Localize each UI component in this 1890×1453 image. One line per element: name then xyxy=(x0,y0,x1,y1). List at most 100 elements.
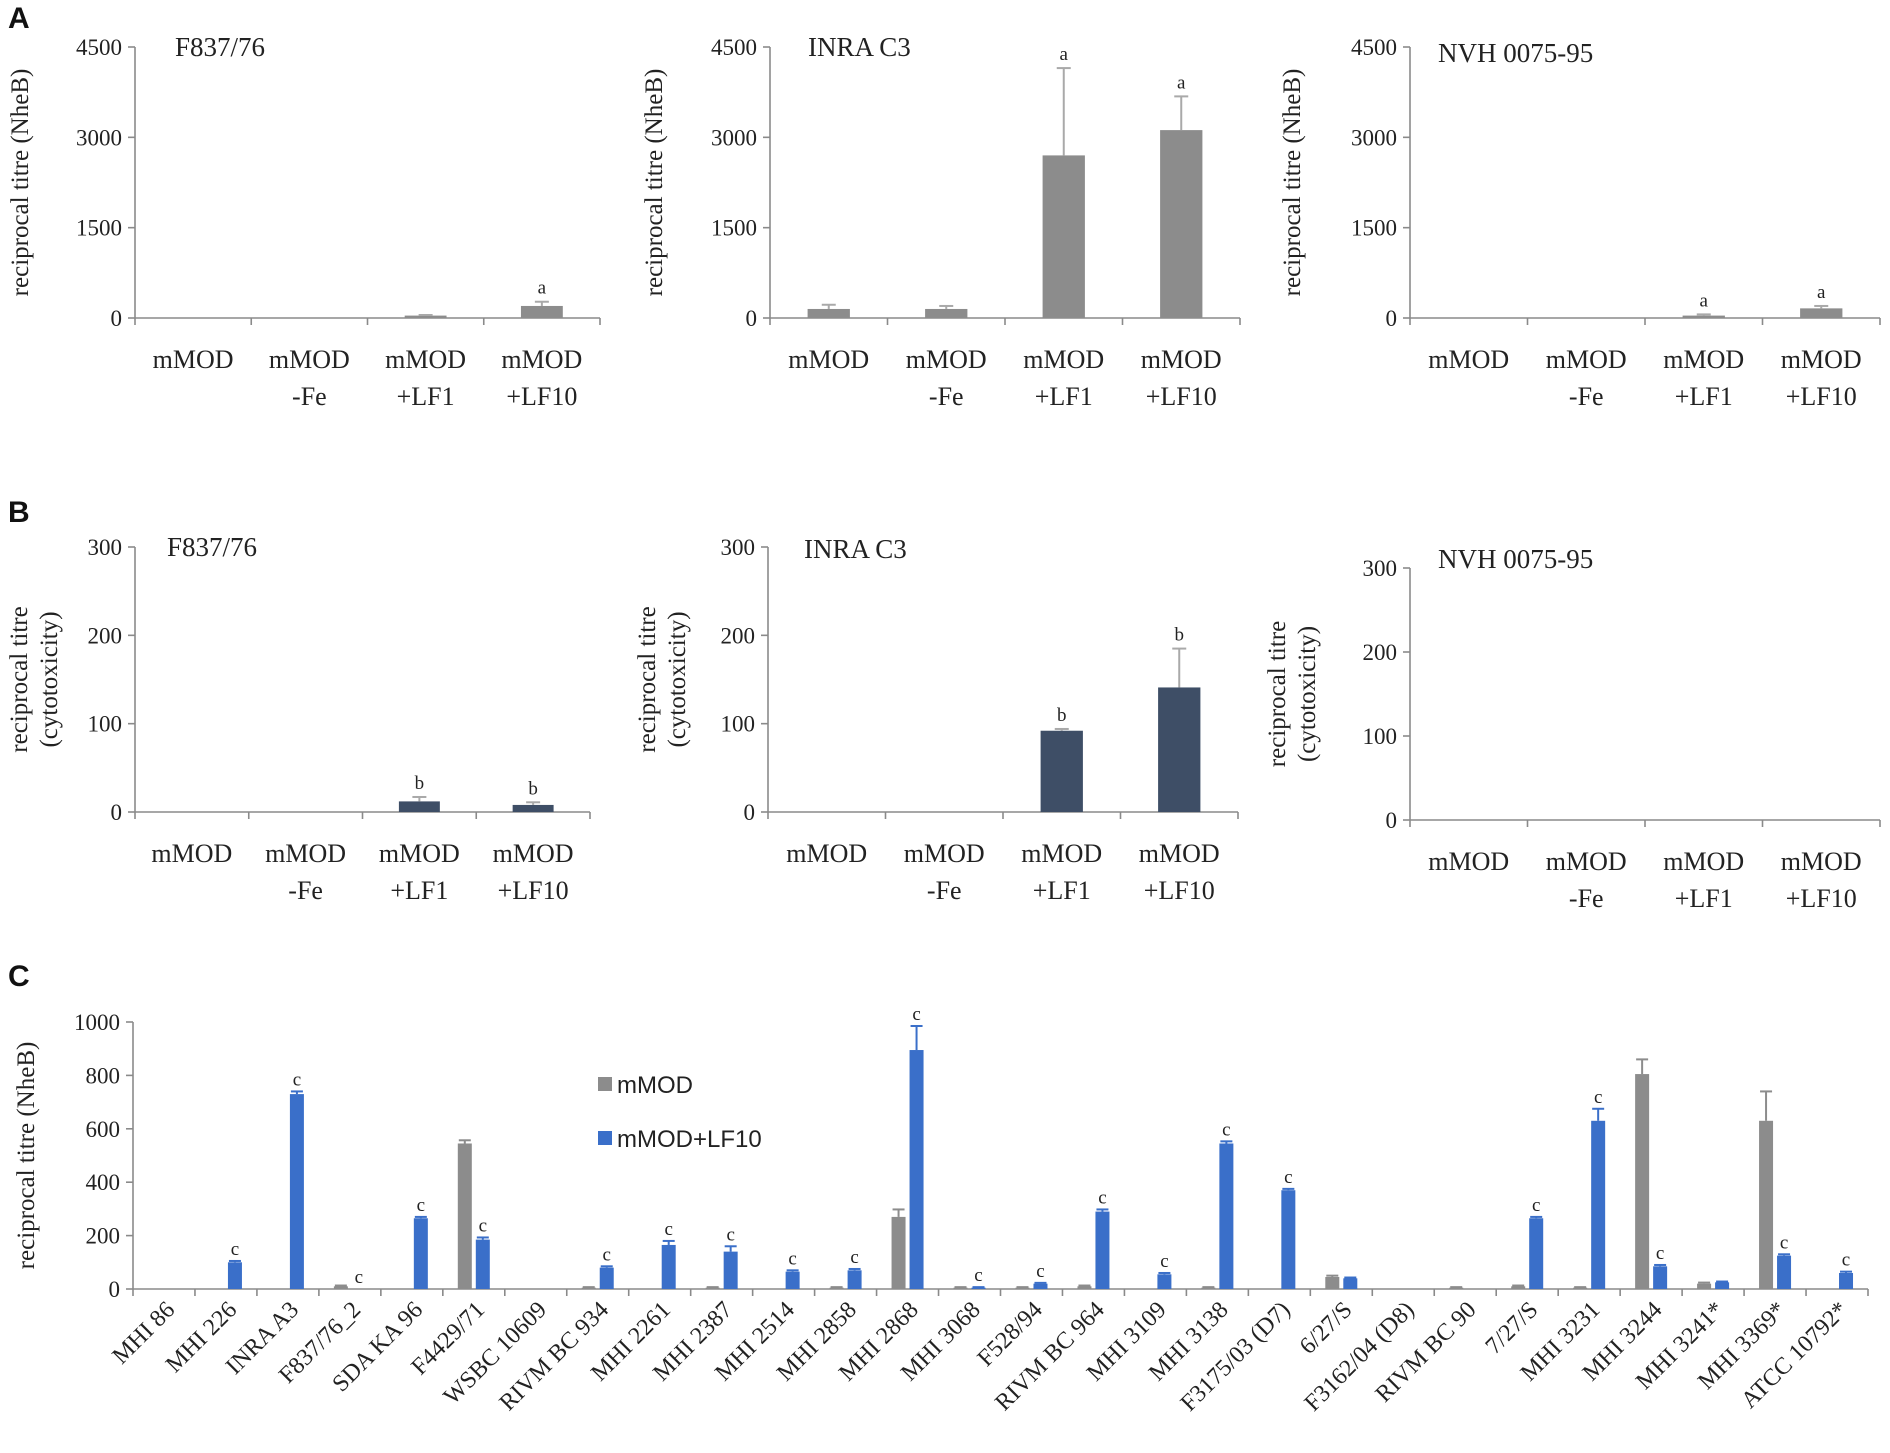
bar-mMOD xyxy=(1201,1287,1216,1289)
category-label: mMOD xyxy=(1546,847,1627,876)
bar-mMOD+LF10 xyxy=(475,1239,490,1289)
bar-mMOD xyxy=(1759,1120,1774,1289)
y-tick-label: 200 xyxy=(721,623,756,648)
category-label: mMOD xyxy=(265,839,346,868)
bar-mMOD+LF10 xyxy=(971,1287,986,1289)
strain-title: F837/76 xyxy=(175,32,265,62)
bar xyxy=(925,308,968,318)
category-label: F3162/04 (D8) xyxy=(1300,1297,1420,1417)
y-axis-label: reciprocal titre (NheB) xyxy=(641,69,668,297)
bar xyxy=(1160,130,1203,318)
significance-letter: a xyxy=(1177,72,1186,93)
category-label: mMOD xyxy=(906,345,987,374)
legend-label: mMOD xyxy=(617,1072,693,1099)
panel-5: INRA C3 0 100 200 300 reciprocal titre (cytoto… xyxy=(634,534,1239,905)
y-tick-label: 300 xyxy=(721,535,756,560)
bar-mMOD+LF10 xyxy=(1715,1282,1730,1289)
y-axis-label: reciprocal titre xyxy=(6,606,33,752)
category-label: mMOD xyxy=(151,839,232,868)
bar-mMOD+LF10 xyxy=(909,1050,924,1289)
bar-mMOD xyxy=(1511,1286,1526,1289)
bar-mMOD+LF10 xyxy=(1653,1266,1668,1289)
legend-swatch xyxy=(598,1131,612,1145)
panel-letter: C xyxy=(8,960,30,993)
category-label: +LF10 xyxy=(498,876,569,905)
bar-mMOD xyxy=(333,1286,348,1289)
panel-c: C 0 200 400 600 800 1000 reciprocal titre (NheB… xyxy=(8,960,1869,1417)
bar-mMOD xyxy=(953,1287,968,1289)
y-tick-label: 4500 xyxy=(76,35,122,60)
significance-letter: c xyxy=(850,1247,858,1268)
category-label: mMOD xyxy=(1139,839,1220,868)
bar-mMOD xyxy=(581,1287,596,1289)
category-label: mMOD xyxy=(153,345,234,374)
category-label: mMOD xyxy=(269,345,350,374)
y-tick-label: 0 xyxy=(1386,306,1398,331)
legend-label: mMOD+LF10 xyxy=(617,1126,762,1153)
bar xyxy=(398,801,440,812)
y-tick-label: 0 xyxy=(744,800,756,825)
y-tick-label: 300 xyxy=(88,535,123,560)
y-tick-label: 0 xyxy=(1386,808,1398,833)
bar xyxy=(1042,155,1085,318)
significance-letter: c xyxy=(1284,1167,1292,1188)
panel-1: A F837/76 0 1500 3000 4500 reciprocal titre (N… xyxy=(7,2,601,411)
bar-mMOD+LF10 xyxy=(1281,1190,1296,1289)
significance-letter: c xyxy=(1594,1087,1602,1108)
panel-letter: B xyxy=(8,496,30,529)
category-label: -Fe xyxy=(927,876,962,905)
bar-mMOD+LF10 xyxy=(1591,1120,1606,1289)
category-label: mMOD xyxy=(379,839,460,868)
y-tick-label: 0 xyxy=(111,800,123,825)
y-tick-label: 1500 xyxy=(76,216,122,241)
category-label: ATCC 10792* xyxy=(1736,1297,1853,1414)
y-axis-label: reciprocal titre xyxy=(1264,621,1291,767)
y-tick-label: 3000 xyxy=(711,125,757,150)
bar xyxy=(1158,687,1201,812)
category-label: mMOD xyxy=(1141,345,1222,374)
category-label: RIVM BC 964 xyxy=(990,1297,1109,1416)
category-label: RIVM BC 934 xyxy=(495,1297,614,1416)
y-tick-label: 300 xyxy=(1363,556,1398,581)
significance-letter: c xyxy=(664,1219,672,1240)
y-axis-label: (cytotoxicity) xyxy=(36,611,63,747)
y-tick-label: 200 xyxy=(86,1224,121,1249)
category-label: +LF1 xyxy=(390,876,448,905)
category-label: mMOD xyxy=(904,839,985,868)
category-label: mMOD xyxy=(1663,847,1744,876)
bar-mMOD+LF10 xyxy=(785,1271,800,1289)
category-label: -Fe xyxy=(288,876,323,905)
category-label: +LF10 xyxy=(1786,382,1857,411)
y-tick-label: 4500 xyxy=(1351,35,1397,60)
panel-4: B F837/76 0 100 200 300 reciprocal titre (cytot… xyxy=(6,496,591,905)
bar-mMOD xyxy=(1697,1283,1712,1289)
bar-mMOD+LF10 xyxy=(1157,1274,1172,1289)
y-tick-label: 200 xyxy=(1363,640,1398,665)
y-tick-label: 100 xyxy=(721,712,756,737)
y-tick-label: 800 xyxy=(86,1063,121,1088)
category-label: -Fe xyxy=(929,382,964,411)
panel-6: NVH 0075-95 0 100 200 300 reciprocal titre (cy… xyxy=(1264,544,1881,913)
y-tick-label: 200 xyxy=(88,623,123,648)
bar xyxy=(1040,730,1083,812)
bar-mMOD xyxy=(1077,1286,1092,1289)
bar xyxy=(807,308,850,318)
panel-letter: A xyxy=(8,2,30,35)
category-label: mMOD xyxy=(1663,345,1744,374)
bar xyxy=(1682,315,1725,318)
category-label: mMOD xyxy=(1428,847,1509,876)
bar xyxy=(404,315,447,318)
y-axis-label: reciprocal titre (NheB) xyxy=(1279,69,1306,297)
significance-letter: c xyxy=(479,1215,487,1236)
y-axis-label: (cytotoxicity) xyxy=(664,611,691,747)
category-label: -Fe xyxy=(292,382,327,411)
category-label: mMOD xyxy=(385,345,466,374)
category-label: +LF10 xyxy=(1144,876,1215,905)
category-label: -Fe xyxy=(1569,382,1604,411)
category-label: +LF1 xyxy=(397,382,455,411)
bar xyxy=(520,305,563,318)
significance-letter: c xyxy=(726,1224,734,1245)
category-label: +LF10 xyxy=(1146,382,1217,411)
strain-title: INRA C3 xyxy=(808,32,911,62)
